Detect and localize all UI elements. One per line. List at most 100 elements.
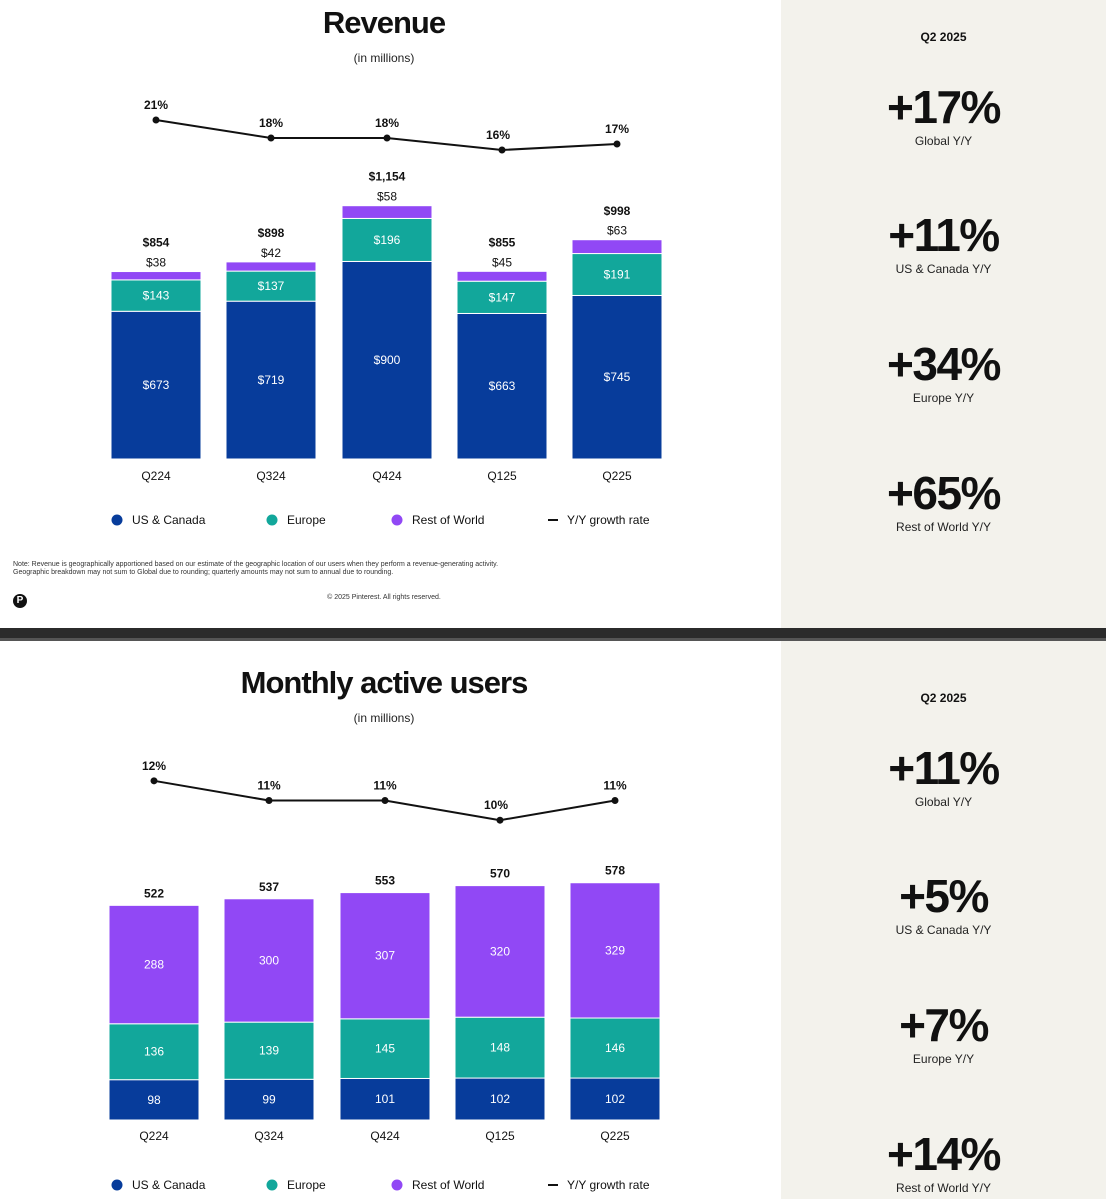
- mau-total-q424: 553: [375, 874, 395, 888]
- mau-label-rest-of-world-q125: 320: [490, 944, 510, 958]
- mau-category-q224: Q224: [139, 1129, 169, 1143]
- revenue-label-europe-q224: $143: [143, 289, 170, 303]
- mau-legend-label-growth: Y/Y growth rate: [567, 1178, 650, 1192]
- revenue-total-q225: $998: [604, 204, 631, 218]
- revenue-chart: Revenue (in millions) $673 $143 $38 $854 Q224 $…: [110, 5, 663, 527]
- revenue-stat-row-value: +65%: [887, 467, 1001, 519]
- revenue-stat-europe-label: Europe Y/Y: [912, 391, 975, 405]
- revenue-growth-label-q324: 18%: [259, 116, 283, 130]
- revenue-bar-us-canada-q225: [571, 294, 663, 460]
- mau-label-europe-q324: 139: [259, 1044, 279, 1058]
- mau-bar-rest-of-world-q225: [569, 882, 661, 1019]
- revenue-label-us-canada-q424: $900: [374, 353, 401, 367]
- mau-label-us-canada-q324: 99: [262, 1093, 276, 1107]
- revenue-bar-europe-q225: [571, 253, 663, 296]
- revenue-stat-europe: +34% Europe Y/Y: [781, 341, 1106, 405]
- revenue-total-q424: $1,154: [369, 170, 406, 184]
- mau-legend-swatch-rest-of-world: [391, 1179, 403, 1191]
- mau-stat-europe-value: +7%: [899, 999, 989, 1051]
- revenue-label-europe-q424: $196: [374, 233, 401, 247]
- mau-total-q324: 537: [259, 880, 279, 894]
- mau-bar-europe-q424: [339, 1018, 431, 1079]
- revenue-category-q224: Q224: [141, 469, 171, 483]
- mau-label-europe-q224: 136: [144, 1045, 164, 1059]
- revenue-bar-europe-q324: [225, 270, 317, 302]
- revenue-bar-rest-of-world-q224: [110, 271, 202, 281]
- mau-slide: Monthly active users (in millions) 98 136 28…: [0, 641, 1106, 1199]
- mau-growth-point-q125: [496, 816, 504, 824]
- mau-bar-us-canada-q424: [339, 1077, 431, 1121]
- revenue-bar-rest-of-world-q424: [341, 205, 433, 219]
- mau-label-us-canada-q225: 102: [605, 1092, 625, 1106]
- mau-growth-label-q424: 11%: [373, 779, 397, 793]
- mau-label-rest-of-world-q224: 288: [144, 958, 164, 972]
- revenue-stat-global-value: +17%: [887, 81, 1001, 133]
- copyright: © 2025 Pinterest. All rights reserved.: [327, 594, 441, 601]
- revenue-label-europe-q225: $191: [604, 268, 631, 282]
- mau-legend-label-europe: Europe: [287, 1178, 326, 1192]
- revenue-bar-us-canada-q424: [341, 260, 433, 460]
- revenue-growth-label-q224: 21%: [144, 98, 168, 112]
- mau-legend-swatch-us-canada: [111, 1179, 123, 1191]
- revenue-bar-rest-of-world-q225: [571, 239, 663, 255]
- revenue-bar-us-canada-q224: [110, 310, 202, 460]
- mau-label-us-canada-q224: 98: [147, 1093, 161, 1107]
- revenue-label-us-canada-q324: $719: [258, 373, 285, 387]
- revenue-growth-point-q225: [613, 140, 621, 148]
- mau-stat-us-canada: +5% US & Canada Y/Y: [781, 873, 1106, 937]
- mau-growth-label-q225: 11%: [603, 779, 627, 793]
- mau-stat-europe: +7% Europe Y/Y: [781, 1002, 1106, 1066]
- revenue-legend-swatch-europe: [266, 514, 278, 526]
- mau-label-europe-q424: 145: [375, 1042, 395, 1056]
- revenue-side-period: Q2 2025: [920, 30, 967, 44]
- mau-bar-europe-q125: [454, 1016, 546, 1079]
- revenue-chart-subtitle: (in millions): [354, 51, 415, 65]
- mau-growth-point-q424: [381, 797, 389, 805]
- mau-label-europe-q125: 148: [490, 1041, 510, 1055]
- revenue-legend-swatch-us-canada: [111, 514, 123, 526]
- revenue-note-line2: Geographic breakdown may not sum to Glob…: [13, 569, 394, 576]
- mau-total-q224: 522: [144, 886, 164, 900]
- mau-category-q324: Q324: [254, 1129, 284, 1143]
- mau-chart: Monthly active users (in millions) 98 136 28…: [108, 665, 661, 1192]
- revenue-side-panel: Q2 2025 +17% Global Y/Y +11% US & Canada…: [781, 0, 1106, 628]
- revenue-total-q324: $898: [258, 226, 285, 240]
- mau-side-period: Q2 2025: [920, 691, 967, 705]
- revenue-stat-us-canada-value: +11%: [888, 209, 1000, 261]
- revenue-growth-point-q424: [383, 134, 391, 142]
- revenue-stat-us-canada: +11% US & Canada Y/Y: [781, 212, 1106, 276]
- revenue-bar-europe-q224: [110, 279, 202, 312]
- revenue-bar-rest-of-world-q125: [456, 270, 548, 282]
- mau-bar-europe-q324: [223, 1021, 315, 1080]
- mau-category-q225: Q225: [600, 1129, 630, 1143]
- mau-bar-europe-q224: [108, 1023, 200, 1081]
- revenue-label-us-canada-q224: $673: [143, 378, 170, 392]
- revenue-category-q225: Q225: [602, 469, 632, 483]
- revenue-slide: Revenue (in millions) $673 $143 $38 $854 Q224 $…: [13, 0, 1106, 628]
- mau-label-rest-of-world-q324: 300: [259, 953, 279, 967]
- revenue-label-europe-q125: $147: [489, 290, 516, 304]
- revenue-label-rest-of-world-q424: $58: [377, 190, 397, 204]
- revenue-legend-swatch-rest-of-world: [391, 514, 403, 526]
- revenue-label-rest-of-world-q224: $38: [146, 256, 166, 270]
- revenue-note-line1: Note: Revenue is geographically apportio…: [13, 561, 499, 568]
- mau-stat-us-canada-label: US & Canada Y/Y: [895, 923, 992, 937]
- revenue-legend-label-europe: Europe: [287, 513, 326, 527]
- mau-stat-row: +14% Rest of World Y/Y: [781, 1131, 1106, 1195]
- mau-legend-label-rest-of-world: Rest of World: [412, 1178, 484, 1192]
- revenue-chart-title: Revenue: [323, 5, 446, 40]
- mau-growth-label-q324: 11%: [257, 779, 281, 793]
- revenue-growth-point-q224: [152, 116, 160, 124]
- mau-label-us-canada-q424: 101: [375, 1092, 395, 1106]
- revenue-bar-us-canada-q125: [456, 312, 548, 460]
- mau-label-europe-q225: 146: [605, 1041, 625, 1055]
- mau-bar-rest-of-world-q125: [454, 885, 546, 1018]
- mau-bar-rest-of-world-q324: [223, 898, 315, 1023]
- mau-legend-swatch-europe: [266, 1179, 278, 1191]
- slide-divider: [0, 628, 1106, 641]
- revenue-stat-us-canada-label: US & Canada Y/Y: [895, 262, 992, 276]
- revenue-label-rest-of-world-q125: $45: [492, 255, 512, 269]
- revenue-growth-point-q324: [267, 134, 275, 142]
- mau-stat-row-label: Rest of World Y/Y: [896, 1181, 991, 1195]
- revenue-bar-europe-q125: [456, 280, 548, 314]
